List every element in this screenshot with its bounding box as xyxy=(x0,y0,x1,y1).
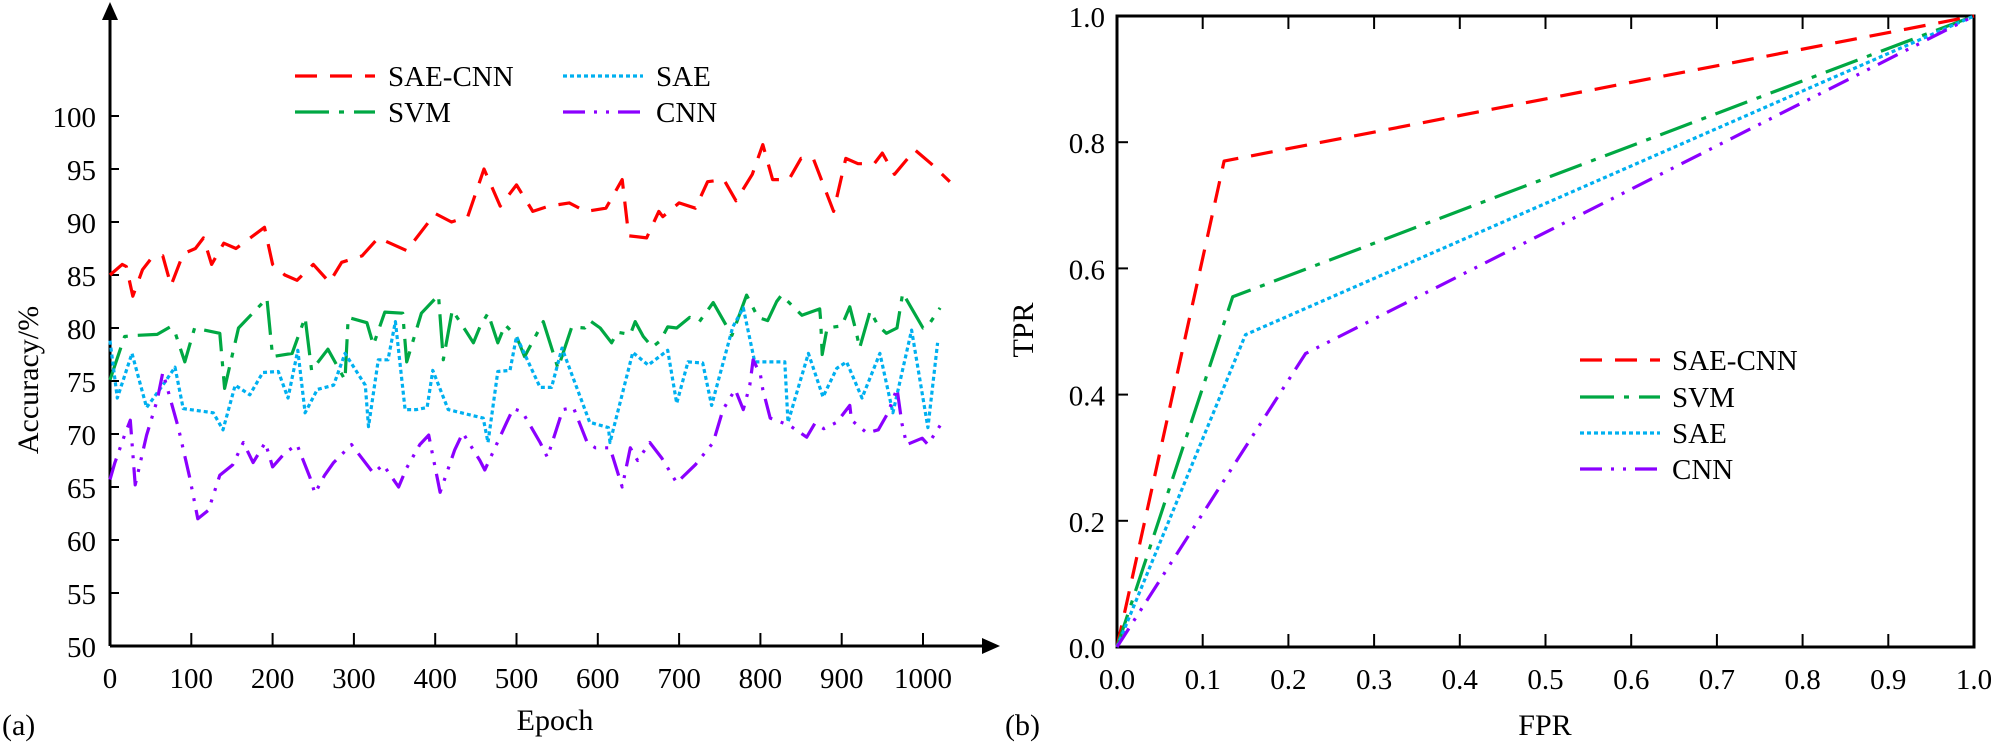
legend-item: SAE xyxy=(563,61,711,93)
x-tick-label: 100 xyxy=(170,663,214,695)
x-tick-label: 0 xyxy=(103,663,118,695)
y-axis-title: TPR xyxy=(1007,302,1040,357)
y-tick-label: 60 xyxy=(67,526,96,558)
y-tick-label: 80 xyxy=(67,314,96,346)
plot-frame xyxy=(1115,14,1976,649)
legend-label: SVM xyxy=(388,97,451,129)
series-line-sae xyxy=(108,306,940,445)
y-tick-label: 95 xyxy=(67,155,96,187)
panel-label: (a) xyxy=(2,709,35,742)
legend-label: SAE-CNN xyxy=(1672,345,1798,377)
y-tick-label: 55 xyxy=(67,579,96,611)
y-tick-label: 65 xyxy=(67,473,96,505)
x-tick-label: 0.4 xyxy=(1442,664,1479,696)
y-axis-title: Accuracy/% xyxy=(12,306,45,454)
series-line-cnn xyxy=(1115,14,1975,648)
x-tick-label: 0.8 xyxy=(1784,664,1820,696)
x-tick-label: 400 xyxy=(413,663,457,695)
legend-item: SAE-CNN xyxy=(1580,345,1798,377)
x-tick-label: 700 xyxy=(657,663,701,695)
legend-label: SVM xyxy=(1672,382,1735,414)
y-tick-label: 0.6 xyxy=(1069,254,1105,286)
series-line-svm xyxy=(1115,14,1975,648)
legend-item: SAE xyxy=(1580,418,1727,450)
x-tick-label: 0.9 xyxy=(1870,664,1906,696)
x-tick-label: 1.0 xyxy=(1956,664,1992,696)
y-tick-label: 75 xyxy=(67,367,96,399)
legend-item: CNN xyxy=(1580,454,1733,486)
x-axis-arrow-icon xyxy=(982,638,1000,654)
series-line-sae xyxy=(1115,14,1975,648)
y-tick-label: 70 xyxy=(67,420,96,452)
series-line-cnn xyxy=(108,358,942,521)
x-tick-label: 500 xyxy=(495,663,539,695)
legend-item: CNN xyxy=(563,97,717,129)
x-axis-title: Epoch xyxy=(517,704,594,737)
series-line-sae-cnn xyxy=(108,143,951,298)
legend-item: SAE-CNN xyxy=(295,61,514,93)
x-tick-label: 0.7 xyxy=(1699,664,1735,696)
x-axis-title: FPR xyxy=(1518,709,1571,742)
legend-item: SVM xyxy=(1580,382,1735,414)
y-tick-label: 0.2 xyxy=(1069,507,1105,539)
series-line-sae-cnn xyxy=(1115,14,1975,648)
legend-label: CNN xyxy=(1672,454,1733,486)
series-line-svm xyxy=(108,291,942,390)
y-tick-label: 85 xyxy=(67,261,96,293)
y-tick-label: 0.8 xyxy=(1069,128,1105,160)
x-tick-label: 0.1 xyxy=(1185,664,1221,696)
accuracy-chart: 0 100 200 300 400 500 600 700 800 900 1000 50 55 60 65… xyxy=(2,2,1000,742)
legend-item: SVM xyxy=(295,97,451,129)
legend-label: CNN xyxy=(656,97,717,129)
x-tick-label: 300 xyxy=(332,663,376,695)
x-tick-label: 0.2 xyxy=(1270,664,1306,696)
y-tick-label: 1.0 xyxy=(1069,2,1105,34)
x-tick-label: 600 xyxy=(576,663,620,695)
y-tick-label: 0.4 xyxy=(1069,381,1106,413)
y-tick-label: 100 xyxy=(53,102,97,134)
legend-label: SAE xyxy=(1672,418,1727,450)
y-tick-label: 50 xyxy=(67,632,96,664)
y-axis-arrow-icon xyxy=(102,2,118,20)
x-tick-label: 900 xyxy=(820,663,864,695)
x-tick-label: 0.5 xyxy=(1527,664,1563,696)
y-tick-label: 90 xyxy=(67,208,96,240)
x-tick-label: 0.3 xyxy=(1356,664,1392,696)
legend-label: SAE xyxy=(656,61,711,93)
roc-chart: 0.0 0.1 0.2 0.3 0.4 0.5 0.6 0.7 0.8 0.9 1.0 0.0 0.2 0… xyxy=(1005,2,1992,742)
x-tick-label: 800 xyxy=(739,663,783,695)
x-tick-label: 0.6 xyxy=(1613,664,1649,696)
x-tick-label: 1000 xyxy=(894,663,952,695)
x-tick-label: 200 xyxy=(251,663,295,695)
y-tick-label: 0.0 xyxy=(1069,633,1105,665)
legend-label: SAE-CNN xyxy=(388,61,514,93)
x-tick-label: 0.0 xyxy=(1099,664,1135,696)
panel-label: (b) xyxy=(1005,709,1040,742)
